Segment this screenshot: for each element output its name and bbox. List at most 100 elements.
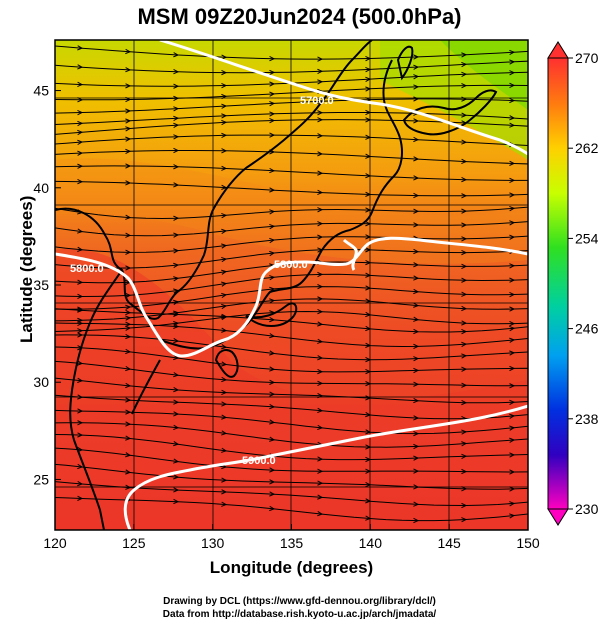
wind-arrow — [77, 109, 84, 116]
wind-arrow — [173, 411, 180, 417]
wind-arrow — [509, 321, 516, 327]
wind-arrow — [461, 158, 468, 165]
wind-arrow — [509, 206, 516, 212]
colorbar-ticks: 270 262 254 246 238 230 — [568, 50, 599, 517]
wind-arrow — [413, 74, 420, 80]
wind-arrow — [461, 139, 468, 145]
y-axis-ticks: 25 30 35 40 45 — [33, 83, 61, 487]
wind-arrow — [77, 307, 84, 313]
credit-drawing: Drawing by DCL (https://www.gfd-dennou.o… — [163, 596, 436, 607]
wind-arrow — [461, 193, 468, 199]
wind-arrow — [77, 328, 84, 334]
wind-arrow — [317, 380, 324, 386]
wind-arrow — [269, 479, 276, 485]
wind-arrow — [509, 192, 516, 198]
colorbar-tick-label: 262 — [575, 140, 599, 156]
wind-arrow — [125, 292, 132, 299]
wind-arrow — [173, 458, 180, 464]
contour-label-5800-a: 5800.0 — [70, 263, 104, 275]
wind-arrow — [461, 263, 468, 269]
x-tick-label: 130 — [201, 535, 225, 551]
wind-arrow — [317, 424, 324, 431]
contour-5900 — [123, 404, 528, 530]
wind-arrow — [413, 517, 420, 524]
y-axis-label: Latitude (degrees) — [17, 195, 36, 343]
wind-arrow — [77, 179, 84, 185]
wind-arrow — [173, 354, 180, 361]
wind-arrow — [77, 45, 84, 51]
wind-arrow — [269, 298, 276, 304]
wind-arrow — [125, 309, 132, 316]
wind-arrow — [221, 401, 228, 407]
wind-arrow — [317, 494, 324, 500]
wind-arrow — [173, 387, 180, 393]
wind-arrow — [221, 292, 228, 299]
wind-arrow — [509, 413, 516, 419]
y-tick-label: 35 — [33, 277, 49, 293]
wind-arrow — [509, 49, 516, 56]
wind-arrow — [509, 220, 516, 226]
wind-arrow — [413, 96, 420, 102]
wind-arrow — [221, 132, 228, 139]
wind-arrow — [77, 420, 84, 426]
wind-arrow — [77, 360, 84, 366]
colorbar-tick-label: 270 — [575, 50, 599, 66]
wind-arrow — [269, 379, 276, 385]
wind-arrow — [509, 291, 516, 298]
wind-arrow — [125, 469, 132, 475]
wind-arrow — [125, 214, 132, 220]
wind-arrow — [269, 391, 276, 397]
lat-lon-grid — [55, 40, 528, 530]
x-tick-label: 150 — [516, 535, 540, 551]
wind-arrow — [221, 414, 228, 420]
wind-arrow — [173, 372, 180, 378]
wind-arrow — [125, 48, 132, 55]
wind-arrow — [173, 147, 180, 154]
wind-arrow — [77, 463, 84, 470]
wind-arrow — [125, 325, 132, 331]
wind-arrow — [317, 468, 324, 474]
wind-arrow — [77, 129, 84, 136]
wind-arrow — [77, 481, 84, 487]
wind-arrow — [317, 271, 324, 278]
wind-arrow — [173, 52, 180, 58]
wind-arrow — [77, 263, 84, 270]
wind-arrow — [77, 377, 84, 383]
wind-arrow — [317, 321, 324, 327]
wind-arrow — [269, 69, 276, 76]
wind-arrow — [221, 103, 228, 109]
wind-arrow — [509, 122, 516, 128]
wind-arrow — [461, 366, 468, 372]
wind-arrow — [461, 277, 468, 283]
wind-arrow — [221, 256, 228, 263]
wind-arrow — [461, 382, 468, 388]
wind-arrow — [413, 343, 420, 350]
wind-arrow — [461, 517, 468, 523]
wind-arrow — [125, 163, 132, 169]
wind-arrow — [125, 67, 132, 73]
wind-arrow — [413, 302, 420, 308]
wind-arrow — [413, 367, 420, 374]
wind-arrow — [509, 177, 516, 183]
wind-arrow — [461, 249, 468, 256]
wind-arrow — [461, 468, 468, 475]
wind-arrow — [173, 134, 180, 140]
wind-arrow — [221, 313, 228, 320]
wind-arrow — [269, 111, 276, 117]
wind-arrow — [221, 501, 228, 507]
wind-arrow — [317, 189, 324, 196]
wind-arrow — [413, 501, 420, 507]
wind-arrow — [77, 64, 84, 70]
wind-arrow — [317, 480, 324, 486]
wind-arrow — [413, 455, 420, 461]
wind-arrow — [221, 54, 228, 60]
wind-arrow — [269, 366, 276, 372]
wind-arrow — [509, 337, 516, 343]
wind-arrow — [317, 309, 324, 315]
contour-label-5800-b: 5800.0 — [274, 259, 308, 271]
wind-arrow — [269, 55, 276, 62]
wind-arrow — [461, 208, 468, 214]
colorbar-top-arrow — [547, 41, 569, 59]
wind-arrow — [125, 365, 132, 372]
wind-arrow — [269, 237, 276, 244]
